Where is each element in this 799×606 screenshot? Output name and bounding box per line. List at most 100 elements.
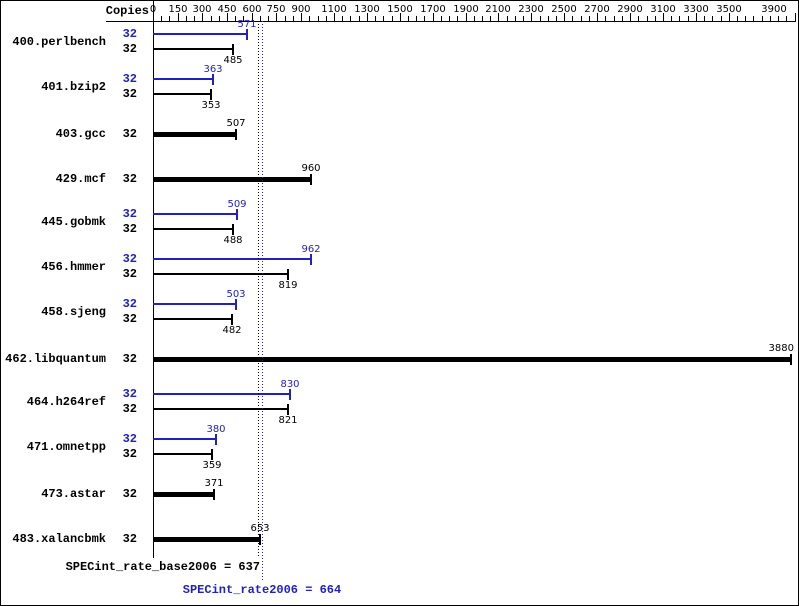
axis-major-tick [301, 13, 302, 21]
bar-value-label: 507 [226, 118, 246, 129]
copies-value-peak: 32 [122, 207, 137, 221]
axis-minor-tick [161, 16, 162, 21]
axis-major-tick [202, 13, 203, 21]
bar-end-cap [790, 354, 792, 365]
axis-minor-tick [671, 16, 672, 21]
result-bar [153, 438, 216, 440]
axis-minor-tick [581, 16, 582, 21]
axis-major-tick [498, 13, 499, 21]
bar-end-cap [287, 404, 289, 415]
benchmark-label: 401.bzip2 [41, 80, 106, 94]
axis-minor-tick [778, 16, 779, 21]
bar-value-label: 353 [201, 100, 221, 111]
bar-end-cap [236, 209, 238, 220]
axis-major-tick [564, 13, 565, 21]
result-bar [153, 303, 236, 305]
axis-minor-tick [318, 16, 319, 21]
axis-minor-tick [457, 16, 458, 21]
axis-minor-tick [523, 16, 524, 21]
bar-value-label: 960 [301, 163, 321, 174]
bar-value-label: 571 [237, 19, 257, 30]
axis-tick-label: 1700 [420, 4, 446, 15]
axis-minor-tick [647, 16, 648, 21]
bar-value-label: 485 [223, 55, 243, 66]
copies-value-base: 32 [122, 267, 137, 281]
axis-major-tick [630, 13, 631, 21]
axis-minor-tick [482, 16, 483, 21]
benchmark-label: 403.gcc [55, 127, 106, 141]
axis-minor-tick [515, 16, 516, 21]
axis-minor-tick [737, 16, 738, 21]
result-bar [153, 48, 233, 50]
copies-value-base: 32 [122, 222, 137, 236]
reference-line-peak [262, 21, 263, 580]
copies-value-base: 32 [122, 532, 137, 546]
axis-major-tick [795, 13, 796, 21]
benchmark-label: 456.hmmer [41, 260, 106, 274]
bar-end-cap [231, 314, 233, 325]
result-bar [153, 78, 213, 80]
bar-end-cap [259, 534, 261, 545]
axis-major-tick [153, 13, 154, 21]
x-axis-line [106, 21, 796, 22]
copies-value-base: 32 [122, 352, 137, 366]
reference-line-base [258, 21, 259, 557]
bar-end-cap [287, 269, 289, 280]
axis-minor-tick [712, 16, 713, 21]
axis-minor-tick [285, 16, 286, 21]
bar-end-cap [212, 74, 214, 85]
axis-tick-label: 2100 [485, 4, 511, 15]
axis-tick-label: 750 [266, 4, 286, 15]
axis-minor-tick [556, 16, 557, 21]
axis-minor-tick [219, 16, 220, 21]
axis-minor-tick [589, 16, 590, 21]
axis-minor-tick [383, 16, 384, 21]
benchmark-label: 400.perlbench [12, 35, 106, 49]
copies-value-base: 32 [122, 312, 137, 326]
bar-end-cap [211, 449, 213, 460]
bar-value-label: 503 [226, 289, 246, 300]
bar-end-cap [232, 224, 234, 235]
result-bar-thick [153, 177, 311, 182]
axis-minor-tick [548, 16, 549, 21]
axis-major-tick [696, 13, 697, 21]
axis-tick-label: 1100 [321, 4, 347, 15]
bar-end-cap [310, 254, 312, 265]
axis-tick-label: 3300 [683, 4, 709, 15]
axis-minor-tick [424, 16, 425, 21]
bar-end-cap [235, 299, 237, 310]
copies-value-base: 32 [122, 127, 137, 141]
axis-minor-tick [753, 16, 754, 21]
axis-minor-tick [474, 16, 475, 21]
bar-value-label: 962 [301, 244, 321, 255]
axis-major-tick [663, 13, 664, 21]
axis-minor-tick [745, 16, 746, 21]
axis-minor-tick [507, 16, 508, 21]
axis-major-tick [178, 13, 179, 21]
result-bar-thick [153, 357, 791, 362]
axis-minor-tick [260, 16, 261, 21]
axis-major-tick [400, 13, 401, 21]
axis-minor-tick [408, 16, 409, 21]
axis-tick-label: 0 [149, 4, 157, 15]
bar-end-cap [246, 29, 248, 40]
bar-value-label: 653 [250, 523, 270, 534]
bar-value-label: 830 [280, 379, 300, 390]
axis-minor-tick [293, 16, 294, 21]
axis-major-tick [227, 13, 228, 21]
axis-major-tick [433, 13, 434, 21]
summary-base-result: SPECint_rate_base2006 = 637 [65, 560, 260, 574]
benchmark-label: 464.h264ref [26, 395, 106, 409]
axis-tick-label: 900 [291, 4, 311, 15]
bar-value-label: 509 [227, 199, 247, 210]
axis-minor-tick [392, 16, 393, 21]
result-bar [153, 273, 288, 275]
axis-tick-label: 2500 [551, 4, 577, 15]
benchmark-label: 462.libquantum [5, 352, 106, 366]
axis-tick-label: 450 [217, 4, 237, 15]
copies-value-peak: 32 [122, 297, 137, 311]
axis-minor-tick [449, 16, 450, 21]
axis-minor-tick [309, 16, 310, 21]
axis-minor-tick [194, 16, 195, 21]
